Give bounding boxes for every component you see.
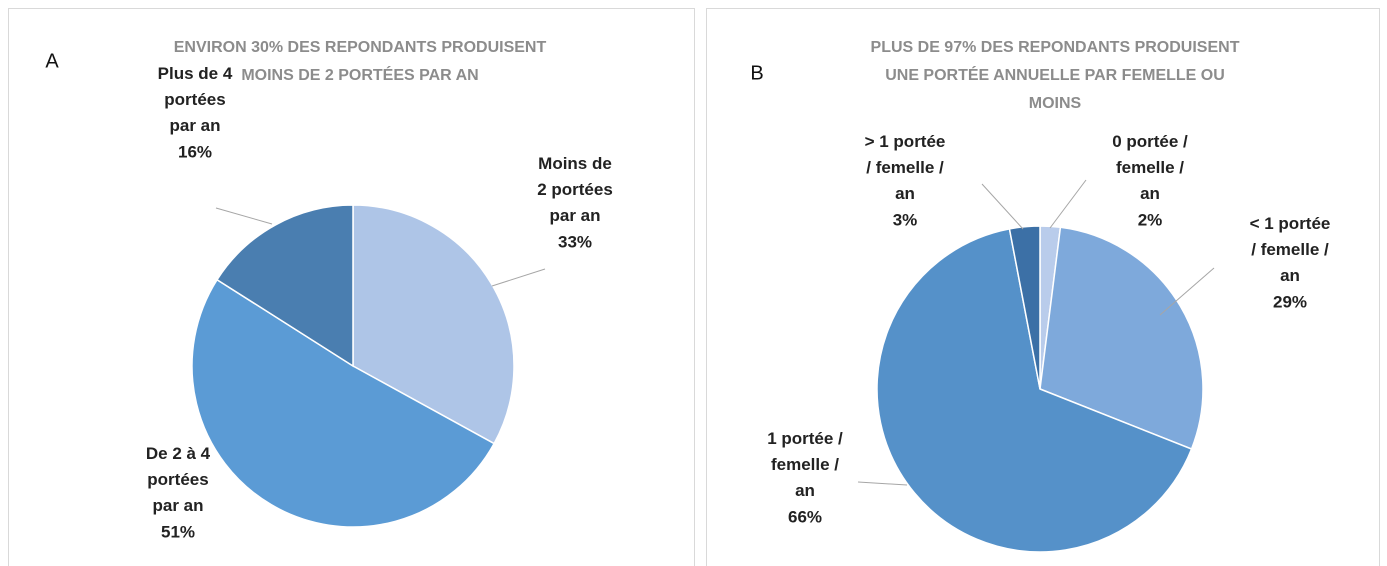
slice-label: 1 portée / femelle / an bbox=[767, 429, 843, 500]
leader-line bbox=[215, 207, 273, 225]
slice-label: < 1 portée / femelle / an bbox=[1250, 214, 1331, 285]
slice-value-label: 29% bbox=[1273, 292, 1307, 311]
slice-value-label: 3% bbox=[893, 210, 918, 229]
leader-line bbox=[1049, 179, 1087, 229]
pie-slice bbox=[216, 204, 354, 368]
panel-letter: A bbox=[45, 50, 59, 72]
pie-slice bbox=[1008, 225, 1041, 390]
slice-value-label: 33% bbox=[558, 232, 592, 251]
slice-value-label: 51% bbox=[161, 522, 195, 541]
leader-line bbox=[981, 183, 1024, 230]
panel-frame bbox=[8, 8, 695, 566]
panel-letter: B bbox=[750, 62, 763, 84]
pie-slice bbox=[1039, 226, 1204, 450]
leader-line bbox=[491, 268, 546, 287]
pie-slice bbox=[876, 228, 1193, 553]
leader-line bbox=[857, 481, 908, 486]
pie-slice bbox=[191, 278, 496, 528]
slice-label: > 1 portée / femelle / an bbox=[865, 132, 946, 203]
chart-title: ENVIRON 30% DES REPONDANTS PRODUISENT MOI… bbox=[174, 39, 547, 84]
slice-value-label: 2% bbox=[1138, 210, 1163, 229]
slice-value-label: 66% bbox=[788, 507, 822, 526]
slice-value-label: 16% bbox=[178, 142, 212, 161]
panel-frame bbox=[706, 8, 1380, 566]
slice-label: Plus de 4 portées par an bbox=[158, 64, 233, 135]
chart-title: PLUS DE 97% DES REPONDANTS PRODUISENT UNE… bbox=[871, 39, 1240, 112]
slice-label: Moins de 2 portées par an bbox=[537, 154, 613, 225]
leader-line bbox=[1159, 267, 1215, 316]
slice-label: De 2 à 4 portées par an bbox=[146, 444, 211, 515]
slice-label: 0 portée / femelle / an bbox=[1112, 132, 1188, 203]
pie-slice bbox=[352, 204, 515, 445]
